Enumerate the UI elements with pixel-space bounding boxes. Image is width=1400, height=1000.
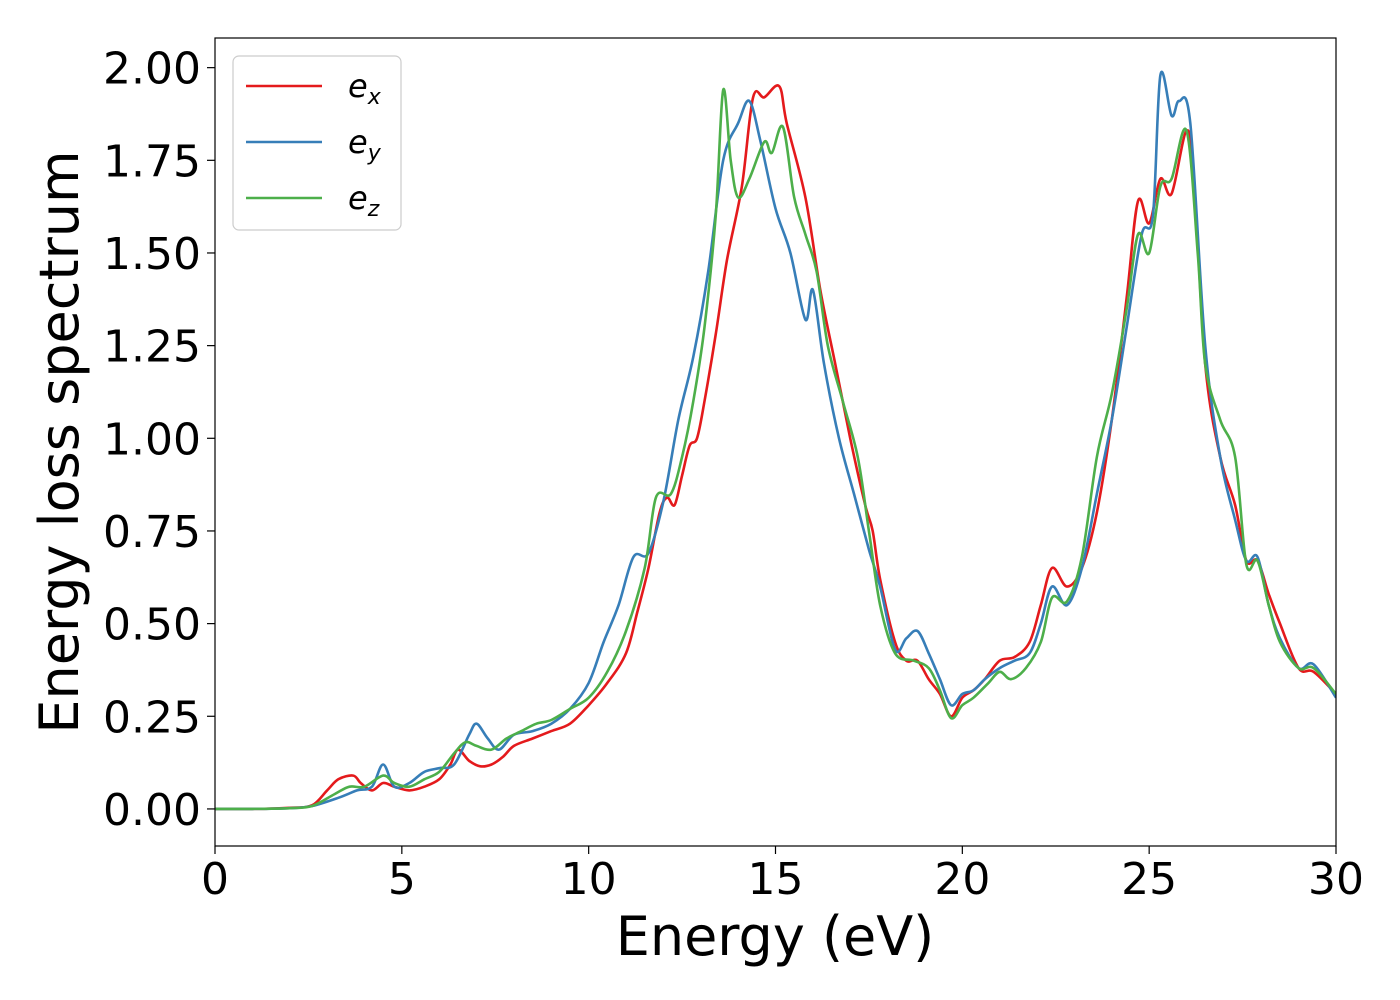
legend-label-ez: ez: [348, 179, 380, 222]
y-axis-title: Energy loss spectrum: [28, 150, 91, 733]
series-layer: [215, 70, 1336, 811]
x-tick-label: 25: [1121, 854, 1177, 905]
y-tick-label: 2.00: [103, 44, 201, 95]
x-tick-label: 10: [561, 854, 617, 905]
legend-label-ex: ex: [348, 67, 382, 110]
legend-label-base: e: [348, 179, 368, 217]
y-tick-label: 0.50: [103, 600, 201, 651]
y-tick-label: 0.00: [103, 785, 201, 836]
x-tick-label: 5: [388, 854, 416, 905]
legend-label-ey: ey: [348, 123, 382, 166]
plot-area: [215, 38, 1336, 846]
series-line-ey: [215, 70, 1336, 811]
y-tick-label: 0.75: [103, 507, 201, 558]
x-axis-ticks: 0 5 10 15 20 25 30: [201, 846, 1364, 905]
legend-label-base: e: [348, 67, 368, 105]
y-tick-label: 1.00: [103, 414, 201, 465]
legend-label-subscript: y: [367, 141, 382, 166]
y-tick-label: 1.25: [103, 322, 201, 373]
x-tick-label: 15: [748, 854, 804, 905]
y-tick-label: 1.50: [103, 229, 201, 280]
x-axis-title: Energy (eV): [616, 905, 935, 968]
x-tick-label: 20: [934, 854, 990, 905]
legend-label-subscript: x: [367, 85, 382, 110]
legend-label-base: e: [348, 123, 368, 161]
x-tick-label: 30: [1308, 854, 1364, 905]
y-tick-label: 1.75: [103, 136, 201, 187]
y-tick-label: 0.25: [103, 692, 201, 743]
y-axis-ticks: 0.00 0.25 0.50 0.75 1.00 1.25 1.50 1.75 2.00: [103, 44, 215, 836]
x-tick-label: 0: [201, 854, 229, 905]
legend-label-subscript: z: [367, 197, 380, 222]
series-line-ez: [215, 87, 1336, 811]
